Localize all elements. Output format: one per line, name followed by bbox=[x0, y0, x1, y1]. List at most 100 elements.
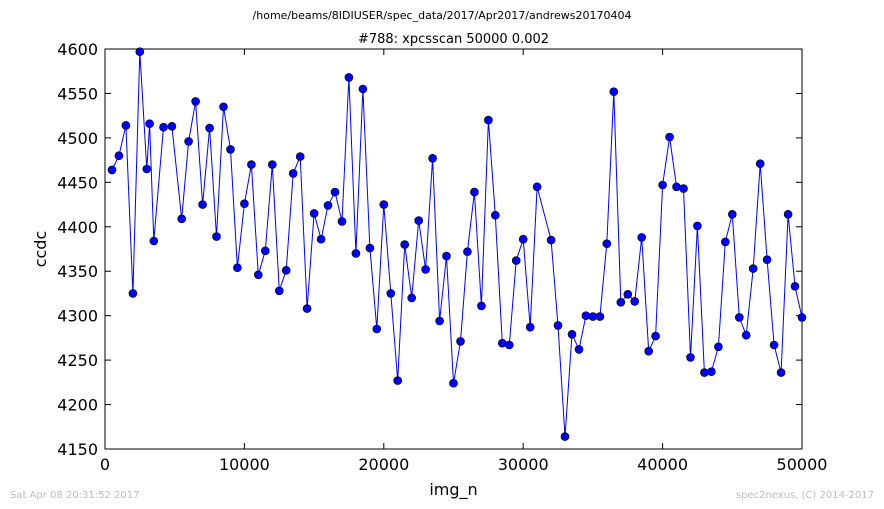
data-point bbox=[484, 115, 493, 125]
data-point bbox=[574, 345, 584, 354]
data-point bbox=[651, 331, 660, 341]
plot-area bbox=[104, 48, 803, 450]
data-point bbox=[149, 236, 159, 246]
data-point bbox=[546, 235, 556, 245]
y-tick-label-5: 4400 bbox=[57, 218, 98, 237]
data-point bbox=[679, 184, 688, 193]
data-point bbox=[107, 165, 117, 175]
data-point bbox=[456, 337, 465, 346]
data-point bbox=[295, 152, 305, 161]
data-point bbox=[630, 297, 640, 306]
data-point bbox=[330, 187, 340, 197]
y-tick-label-4: 4350 bbox=[57, 262, 98, 281]
data-point bbox=[145, 119, 154, 128]
data-point bbox=[595, 312, 605, 321]
data-point bbox=[274, 286, 284, 296]
data-point bbox=[720, 237, 730, 247]
data-point bbox=[379, 200, 389, 209]
data-point bbox=[212, 232, 221, 241]
data-point bbox=[142, 164, 152, 174]
data-point bbox=[393, 376, 403, 385]
data-point bbox=[686, 353, 695, 362]
data-point bbox=[219, 102, 228, 112]
x-tick-label-4: 40000 bbox=[637, 455, 688, 474]
footer-timestamp: Sat Apr 08 20:31:52 2017 bbox=[10, 490, 140, 501]
data-point bbox=[490, 210, 500, 220]
data-point bbox=[672, 182, 681, 192]
x-axis-label: img_n bbox=[429, 480, 477, 500]
data-point bbox=[247, 160, 256, 169]
data-point bbox=[504, 340, 514, 350]
data-point bbox=[525, 322, 535, 332]
y-tick-label-9: 4600 bbox=[57, 40, 98, 59]
data-point bbox=[316, 234, 326, 244]
data-point bbox=[233, 263, 242, 273]
data-point bbox=[477, 301, 486, 311]
x-tick-label-2: 20000 bbox=[358, 455, 409, 474]
x-tick-label-5: 50000 bbox=[777, 455, 828, 474]
axis-ticks bbox=[104, 48, 803, 450]
data-point bbox=[783, 210, 793, 219]
data-point bbox=[114, 151, 124, 160]
data-point bbox=[253, 270, 263, 280]
data-point bbox=[260, 246, 270, 256]
data-point bbox=[198, 200, 207, 209]
x-tick-label-0: 0 bbox=[100, 455, 110, 474]
data-point bbox=[121, 121, 131, 130]
x-tick-label-1: 10000 bbox=[219, 455, 270, 474]
data-point bbox=[714, 342, 723, 352]
axis-tick-labels: 0 10000 20000 30000 40000 50000 4150 4200 4250 43… bbox=[57, 40, 827, 474]
data-point bbox=[616, 297, 626, 307]
data-point bbox=[365, 243, 375, 253]
data-point bbox=[734, 313, 744, 322]
data-point bbox=[518, 234, 528, 244]
chart-title: #788: xpcsscan 50000 0.002 bbox=[358, 32, 549, 47]
data-point bbox=[463, 247, 472, 256]
data-point bbox=[497, 338, 507, 348]
data-point bbox=[449, 378, 458, 388]
data-point bbox=[428, 154, 437, 163]
data-point bbox=[184, 137, 193, 146]
data-point bbox=[191, 97, 200, 106]
data-point bbox=[797, 313, 807, 322]
data-point bbox=[337, 217, 347, 226]
data-point bbox=[762, 255, 772, 265]
data-point bbox=[435, 316, 444, 326]
y-tick-label-6: 4450 bbox=[57, 173, 98, 192]
y-tick-label-2: 4250 bbox=[57, 351, 98, 370]
data-point bbox=[267, 160, 277, 169]
series-points bbox=[107, 47, 807, 441]
data-point bbox=[302, 304, 312, 313]
y-axis-label: ccdc bbox=[31, 231, 50, 268]
data-point bbox=[707, 367, 716, 377]
data-point bbox=[442, 251, 451, 261]
data-point bbox=[400, 240, 410, 249]
data-point bbox=[769, 340, 779, 350]
data-point bbox=[135, 47, 145, 57]
data-point bbox=[776, 368, 786, 377]
data-point bbox=[226, 145, 235, 154]
data-point bbox=[637, 233, 647, 242]
data-point bbox=[351, 249, 361, 258]
data-point bbox=[741, 330, 751, 340]
y-tick-label-1: 4200 bbox=[57, 396, 98, 415]
data-point bbox=[240, 199, 249, 208]
data-point bbox=[693, 221, 702, 231]
data-point bbox=[281, 265, 291, 275]
data-point bbox=[567, 329, 577, 339]
data-point bbox=[407, 293, 417, 303]
data-point bbox=[358, 84, 368, 94]
data-point bbox=[288, 169, 298, 178]
data-point bbox=[177, 214, 186, 224]
data-point bbox=[309, 209, 319, 218]
data-point bbox=[609, 87, 619, 96]
data-point bbox=[414, 216, 424, 225]
data-point bbox=[323, 201, 333, 210]
data-point bbox=[755, 159, 765, 168]
data-point bbox=[658, 180, 667, 190]
y-tick-label-3: 4300 bbox=[57, 307, 98, 326]
data-point bbox=[560, 432, 570, 441]
data-point bbox=[159, 122, 168, 132]
data-point bbox=[727, 210, 737, 219]
